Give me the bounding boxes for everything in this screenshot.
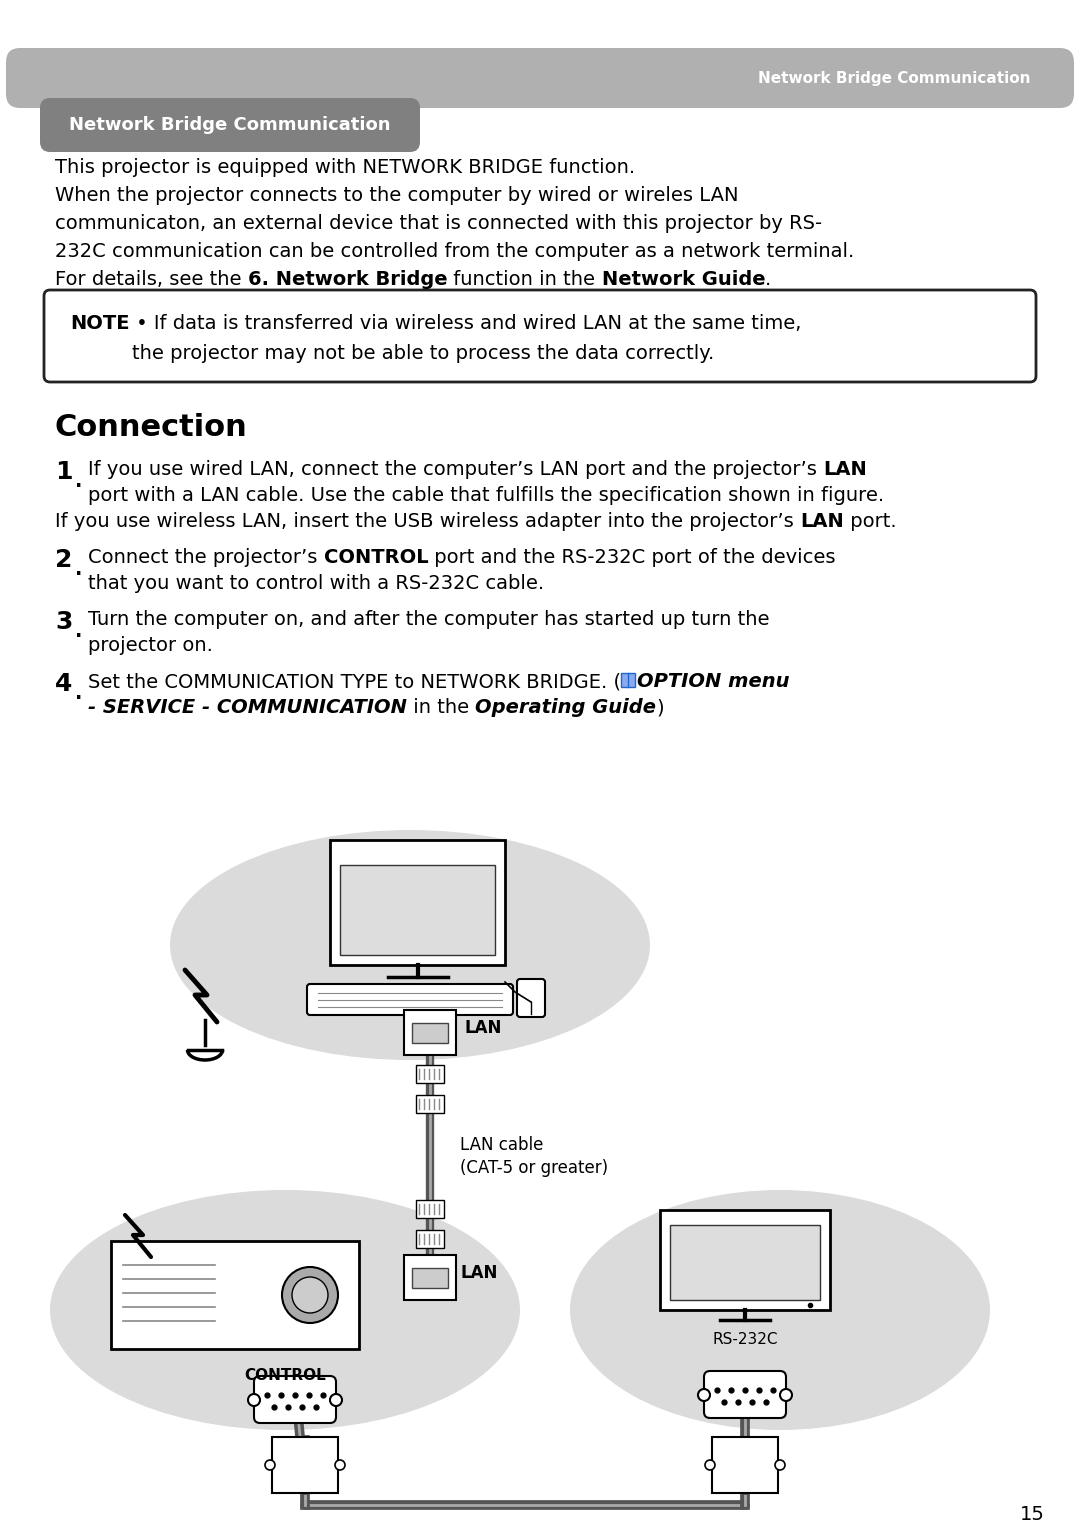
- Text: 4: 4: [55, 672, 72, 696]
- FancyBboxPatch shape: [6, 47, 1074, 108]
- Text: that you want to control with a RS-232C cable.: that you want to control with a RS-232C …: [87, 574, 544, 592]
- FancyBboxPatch shape: [416, 1231, 444, 1248]
- Text: ): ): [657, 698, 664, 718]
- Text: .: .: [75, 684, 82, 702]
- Text: OPTION menu: OPTION menu: [637, 672, 789, 692]
- Text: 2: 2: [55, 548, 72, 573]
- Text: Operating Guide: Operating Guide: [475, 698, 657, 718]
- FancyBboxPatch shape: [416, 1095, 444, 1113]
- Text: LAN: LAN: [823, 460, 867, 479]
- Ellipse shape: [170, 831, 650, 1060]
- Text: projector on.: projector on.: [87, 637, 213, 655]
- Text: port with a LAN cable. Use the cable that fulfills the specification shown in fi: port with a LAN cable. Use the cable tha…: [87, 486, 885, 505]
- Circle shape: [248, 1394, 260, 1406]
- Text: Connection: Connection: [55, 412, 247, 441]
- Text: - SERVICE - COMMUNICATION: - SERVICE - COMMUNICATION: [87, 698, 407, 718]
- Text: This projector is equipped with NETWORK BRIDGE function.: This projector is equipped with NETWORK …: [55, 157, 635, 177]
- Text: If you use wireless LAN, insert the USB wireless adapter into the projector’s: If you use wireless LAN, insert the USB …: [55, 512, 800, 531]
- Text: Network Bridge Communication: Network Bridge Communication: [757, 70, 1030, 86]
- Circle shape: [775, 1460, 785, 1471]
- Text: Set the COMMUNICATION TYPE to NETWORK BRIDGE. (: Set the COMMUNICATION TYPE to NETWORK BR…: [87, 672, 621, 692]
- Text: LAN: LAN: [464, 1019, 501, 1037]
- Text: • If data is transferred via wireless and wired LAN at the same time,: • If data is transferred via wireless an…: [130, 315, 801, 333]
- Text: communicaton, an external device that is connected with this projector by RS-: communicaton, an external device that is…: [55, 214, 822, 234]
- FancyBboxPatch shape: [704, 1371, 786, 1419]
- Ellipse shape: [50, 1190, 519, 1429]
- Text: 1: 1: [55, 460, 72, 484]
- Circle shape: [330, 1394, 342, 1406]
- FancyBboxPatch shape: [517, 979, 545, 1017]
- Circle shape: [705, 1460, 715, 1471]
- Ellipse shape: [570, 1190, 990, 1429]
- FancyBboxPatch shape: [307, 983, 513, 1015]
- Circle shape: [335, 1460, 345, 1471]
- Text: .: .: [75, 621, 82, 641]
- FancyBboxPatch shape: [411, 1023, 448, 1043]
- Text: LAN: LAN: [461, 1264, 498, 1283]
- Text: If you use wired LAN, connect the computer’s LAN port and the projector’s: If you use wired LAN, connect the comput…: [87, 460, 823, 479]
- Text: LAN cable: LAN cable: [460, 1136, 543, 1154]
- Circle shape: [292, 1277, 328, 1313]
- Text: CONTROL: CONTROL: [244, 1368, 326, 1383]
- Text: When the projector connects to the computer by wired or wireles LAN: When the projector connects to the compu…: [55, 186, 739, 205]
- Text: .: .: [75, 472, 82, 492]
- FancyBboxPatch shape: [44, 290, 1036, 382]
- FancyBboxPatch shape: [660, 1209, 831, 1310]
- Text: port and the RS-232C port of the devices: port and the RS-232C port of the devices: [429, 548, 836, 567]
- FancyBboxPatch shape: [712, 1437, 778, 1493]
- Text: Network Guide: Network Guide: [602, 270, 766, 289]
- Text: (CAT-5 or greater): (CAT-5 or greater): [460, 1159, 608, 1177]
- Circle shape: [265, 1460, 275, 1471]
- FancyBboxPatch shape: [621, 673, 635, 687]
- Text: the projector may not be able to process the data correctly.: the projector may not be able to process…: [133, 344, 715, 363]
- FancyBboxPatch shape: [670, 1225, 820, 1299]
- Text: RS-232C: RS-232C: [712, 1332, 778, 1347]
- Text: .: .: [766, 270, 771, 289]
- Text: 232C communication can be controlled from the computer as a network terminal.: 232C communication can be controlled fro…: [55, 241, 854, 261]
- FancyBboxPatch shape: [40, 98, 420, 153]
- Text: 3: 3: [55, 609, 72, 634]
- FancyBboxPatch shape: [111, 1241, 359, 1348]
- FancyBboxPatch shape: [404, 1255, 456, 1299]
- FancyBboxPatch shape: [254, 1376, 336, 1423]
- Text: 15: 15: [1021, 1506, 1045, 1524]
- Text: NOTE: NOTE: [70, 315, 130, 333]
- Text: 6. Network Bridge: 6. Network Bridge: [247, 270, 447, 289]
- FancyBboxPatch shape: [404, 1009, 456, 1055]
- Text: CONTROL: CONTROL: [324, 548, 429, 567]
- Text: Network Bridge Communication: Network Bridge Communication: [69, 116, 391, 134]
- Text: Turn the computer on, and after the computer has started up turn the: Turn the computer on, and after the comp…: [87, 609, 769, 629]
- Text: function in the: function in the: [447, 270, 602, 289]
- Text: LAN: LAN: [800, 512, 843, 531]
- Circle shape: [780, 1390, 792, 1400]
- FancyBboxPatch shape: [416, 1200, 444, 1219]
- FancyBboxPatch shape: [416, 1064, 444, 1083]
- Text: port.: port.: [843, 512, 896, 531]
- Text: For details, see the: For details, see the: [55, 270, 247, 289]
- FancyBboxPatch shape: [340, 864, 495, 954]
- Text: in the: in the: [407, 698, 475, 718]
- Text: Connect the projector’s: Connect the projector’s: [87, 548, 324, 567]
- FancyBboxPatch shape: [411, 1267, 448, 1287]
- FancyBboxPatch shape: [272, 1437, 338, 1493]
- FancyBboxPatch shape: [330, 840, 505, 965]
- Circle shape: [282, 1267, 338, 1322]
- Text: .: .: [75, 560, 82, 579]
- Circle shape: [698, 1390, 710, 1400]
